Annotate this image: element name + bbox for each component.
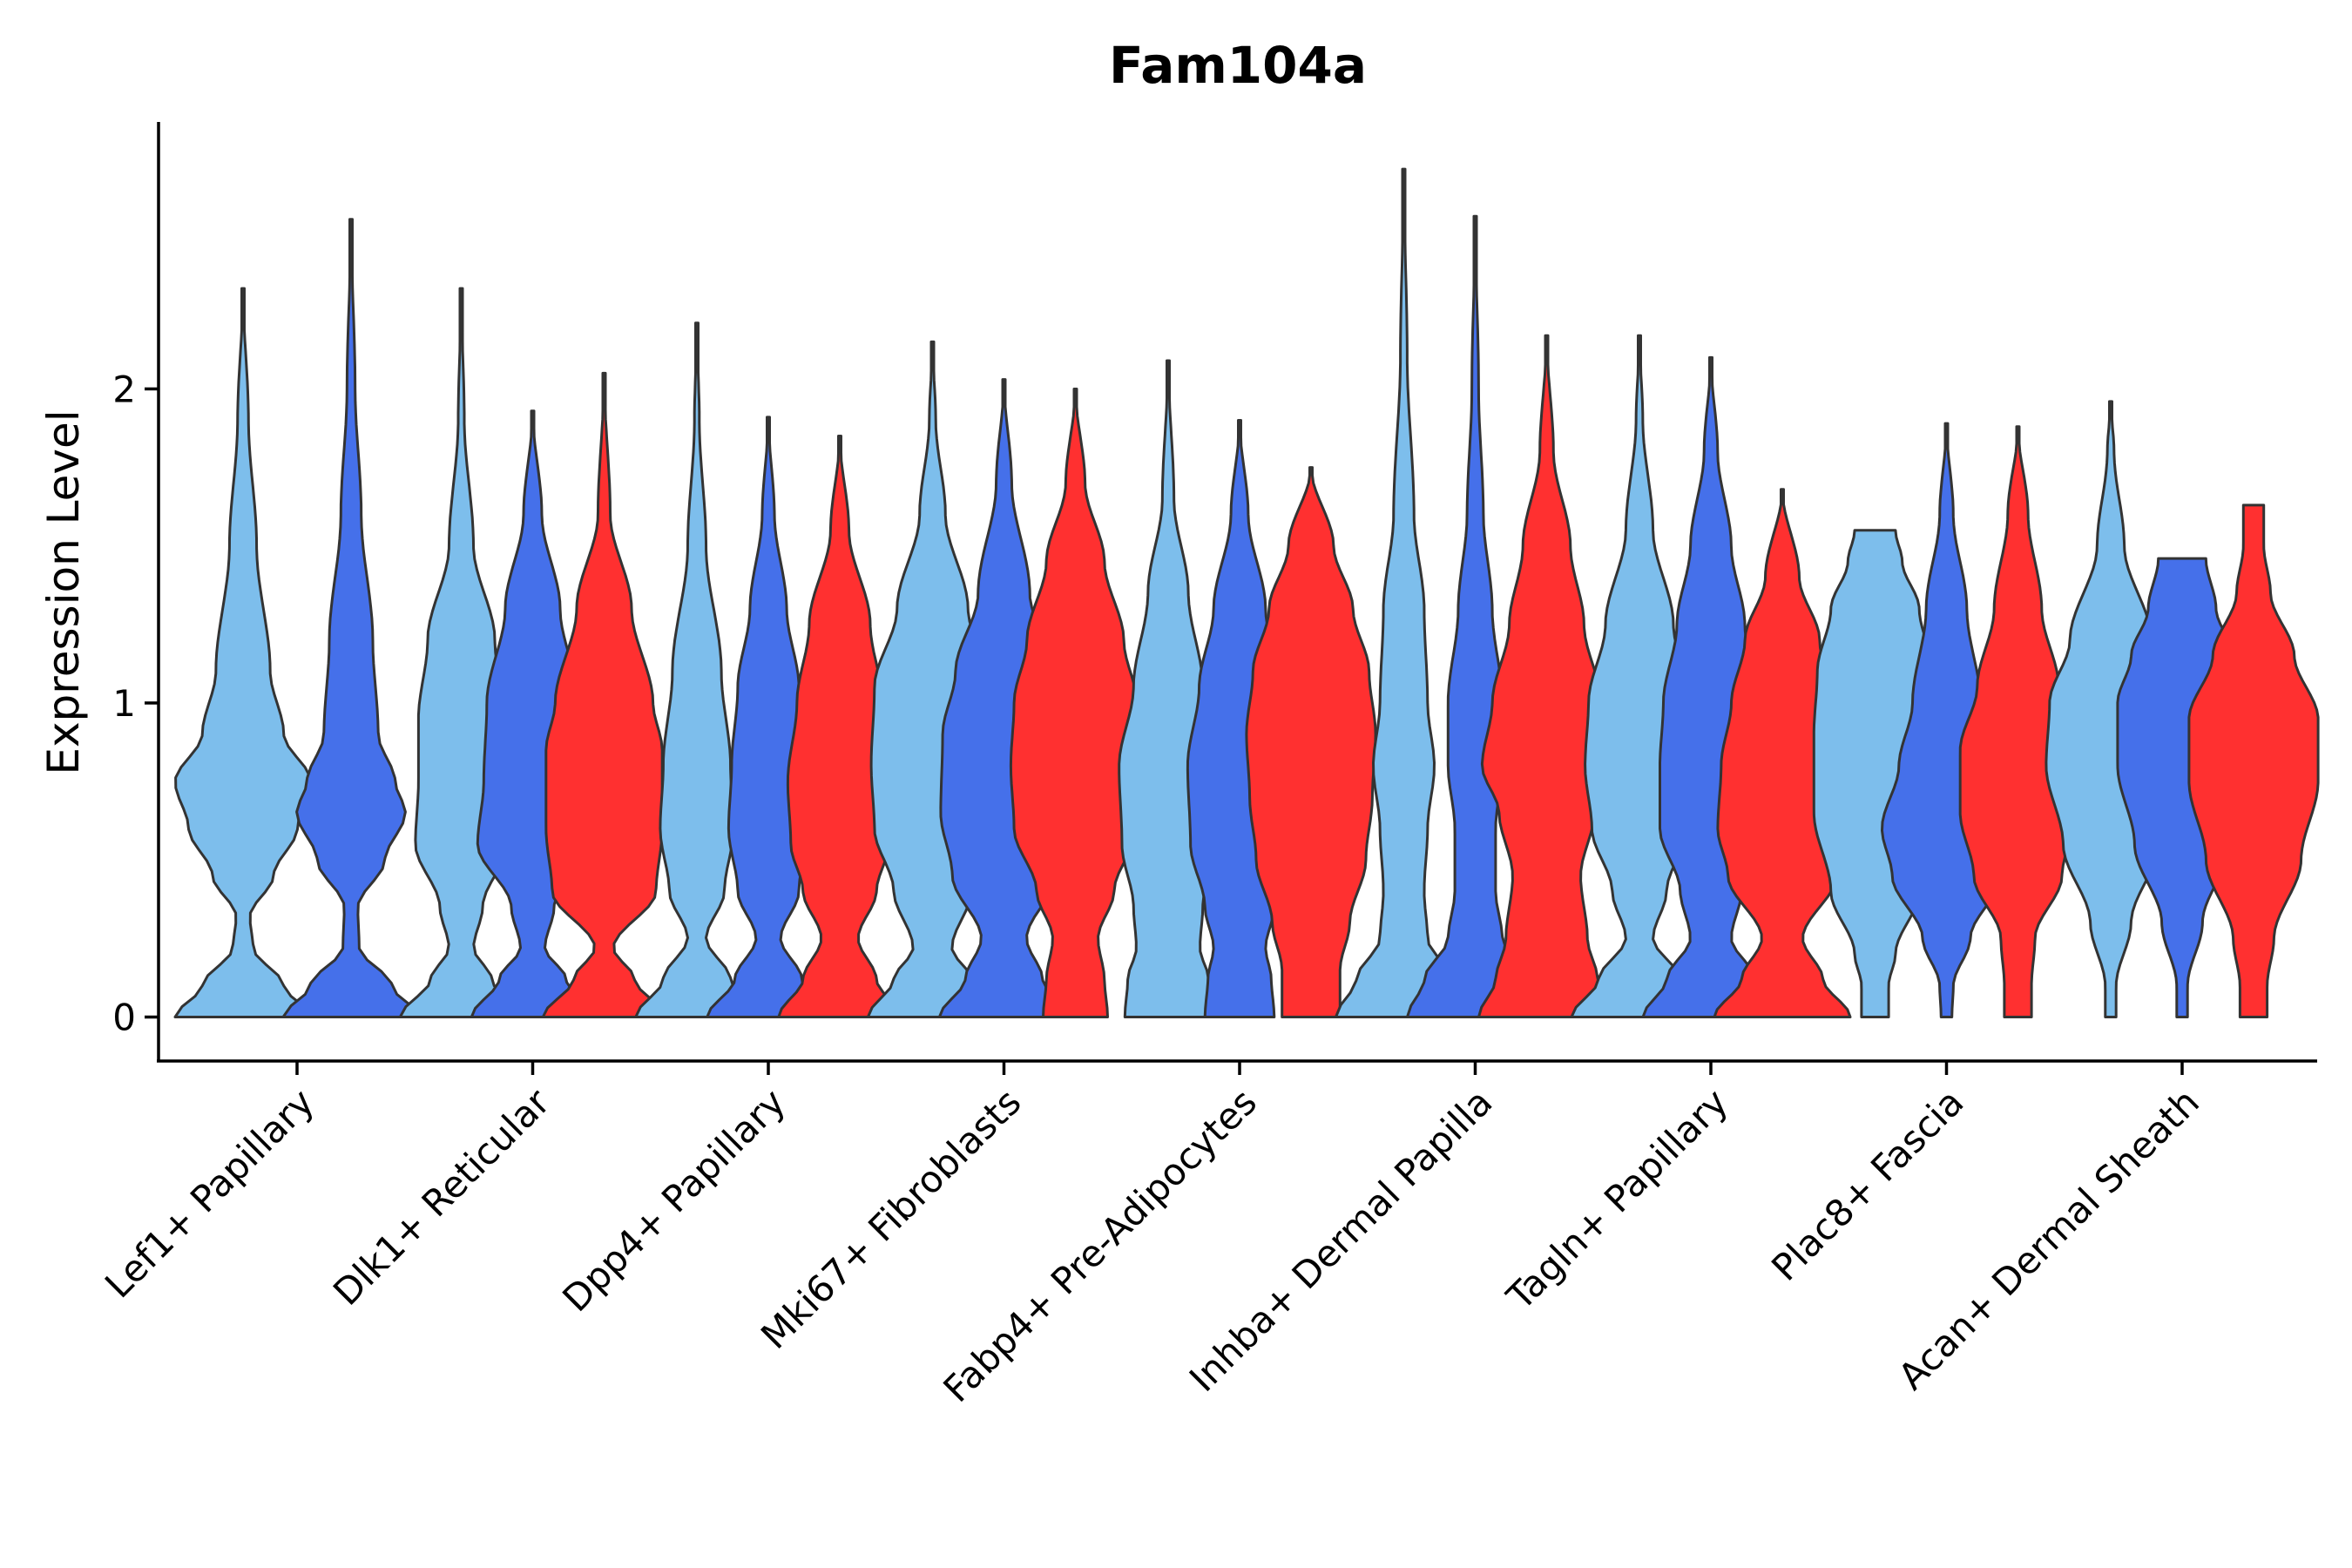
x-tick-label: Plac8+ Fascia — [1763, 1080, 1971, 1288]
violin-6-1 — [1335, 167, 1473, 1018]
violin-1-2 — [281, 218, 421, 1018]
violin-9-3 — [2187, 504, 2320, 1018]
x-tick-label: Mki67+ Fibroblasts — [753, 1080, 1029, 1356]
y-ticks: 0 1 2 — [112, 368, 159, 1039]
x-tick-label: Lef1+ Papillary — [97, 1080, 322, 1306]
violin-5-3 — [1245, 466, 1377, 1018]
x-tick-label: Dpp4+ Papillary — [554, 1080, 794, 1320]
violin-layer — [173, 167, 2320, 1018]
y-tick-label: 1 — [112, 682, 136, 725]
x-tick-label: Tagln+ Papillary — [1498, 1080, 1736, 1318]
violin-2-3 — [541, 371, 667, 1018]
chart-title: Fam104a — [1109, 36, 1367, 95]
y-axis-label: Expression Level — [38, 409, 89, 774]
axes — [157, 122, 2317, 1063]
y-tick-label: 0 — [112, 997, 136, 1039]
x-tick-label: Dlk1+ Reticular — [325, 1080, 558, 1314]
y-tick-label: 2 — [112, 368, 136, 410]
violin-1-1 — [173, 287, 313, 1018]
